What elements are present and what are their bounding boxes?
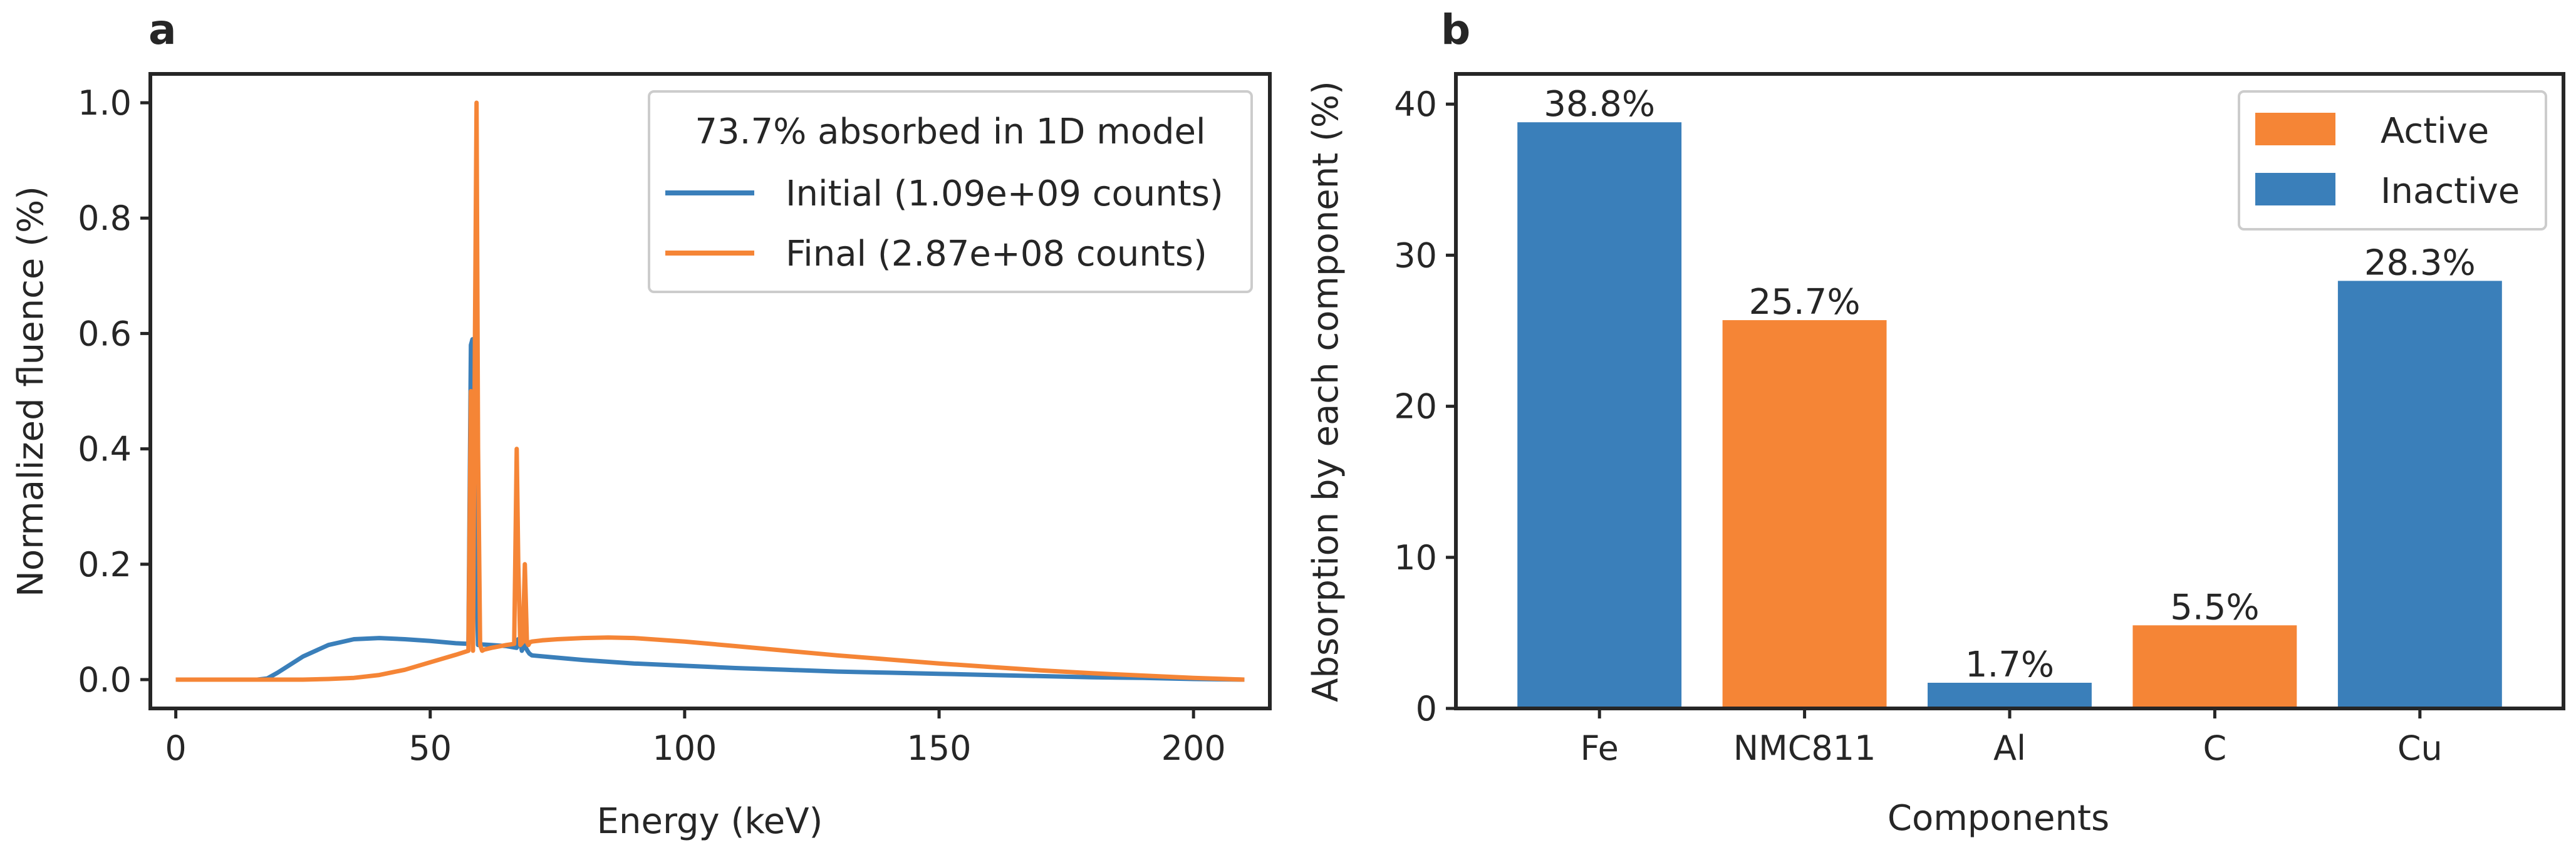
panel-a-xlabel: Energy (keV) (597, 801, 823, 842)
legend-swatch-active (2255, 113, 2335, 145)
bar-fe (1517, 122, 1682, 708)
y-tick-label: 0.8 (78, 199, 132, 238)
panel-b-xlabel: Components (1888, 798, 2109, 839)
panel-a-letter: a (148, 6, 177, 54)
x-tick-label: NMC811 (1733, 728, 1876, 768)
legend-label-active: Active (2381, 111, 2489, 152)
panel-a-frame (148, 72, 1272, 710)
y-tick-label: 0.0 (78, 660, 132, 700)
y-tick-label: 1.0 (78, 83, 132, 123)
legend-label-inactive: Inactive (2381, 171, 2520, 212)
panel-a-legend: 73.7% absorbed in 1D model Initial (1.09… (648, 90, 1253, 293)
x-tick-label: Al (1993, 728, 2026, 768)
bar-al (1928, 683, 2092, 708)
x-tick-label: 50 (408, 728, 452, 768)
panel-a-legend-title: 73.7% absorbed in 1D model (695, 111, 1205, 152)
panel-b-legend: Active Inactive (2238, 90, 2547, 231)
y-tick-label: 0.4 (78, 430, 132, 469)
legend-swatch-inactive (2255, 173, 2335, 205)
panel-a: a 0 50 100 150 200 0.0 0.2 0.4 0.6 0.8 1.0 Energy … (11, 6, 1272, 842)
y-tick-label: 20 (1394, 387, 1437, 427)
bar-value-label: 38.8% (1544, 84, 1655, 125)
bar-value-label: 5.5% (2170, 587, 2259, 628)
panel-a-legend-box (648, 90, 1253, 293)
x-tick-label: 200 (1161, 728, 1226, 768)
panel-b-ticks: 0 10 20 30 40 Fe NMC811 Al C Cu (1394, 85, 2443, 768)
panel-a-ticks: 0 50 100 150 200 0.0 0.2 0.4 0.6 0.8 1.0 (78, 83, 1226, 768)
y-tick-label: 10 (1394, 538, 1437, 578)
y-tick-label: 0.6 (78, 314, 132, 353)
panel-b-ylabel: Absorption by each component (%) (1306, 81, 1346, 702)
y-tick-label: 30 (1394, 236, 1437, 275)
bar-nmc811 (1722, 320, 1887, 709)
bar-cu (2337, 281, 2502, 708)
x-tick-label: 0 (165, 728, 186, 768)
series-line-initial (175, 337, 1245, 682)
legend-label-final: Final (2.87e+08 counts) (786, 234, 1207, 274)
x-tick-label: C (2203, 728, 2227, 768)
panel-b-bars: 38.8% 25.7% 1.7% 5.5% 28.3% (1517, 84, 2502, 709)
bar-value-label: 1.7% (1965, 645, 2054, 685)
panel-b-frame (1454, 72, 2565, 710)
y-tick-label: 40 (1394, 85, 1437, 124)
bar-value-label: 28.3% (2364, 242, 2476, 283)
panel-b-letter: b (1441, 6, 1470, 54)
bar-value-label: 25.7% (1749, 282, 1861, 323)
series-line-final (175, 100, 1245, 682)
panel-a-ylabel: Normalized fluence (%) (11, 186, 51, 597)
legend-label-initial: Initial (1.09e+09 counts) (786, 174, 1223, 214)
bar-c (2132, 625, 2297, 708)
x-tick-label: Fe (1581, 728, 1619, 768)
panel-b: b 0 10 20 30 40 Fe NMC811 Al C Cu 38.8% 25.7% 1.7% 5… (1306, 6, 2565, 839)
panel-a-lines (175, 100, 1245, 682)
x-tick-label: 100 (652, 728, 717, 768)
x-tick-label: 150 (906, 728, 971, 768)
y-tick-label: 0 (1416, 689, 1437, 728)
x-tick-label: Cu (2397, 728, 2443, 768)
y-tick-label: 0.2 (78, 545, 132, 584)
